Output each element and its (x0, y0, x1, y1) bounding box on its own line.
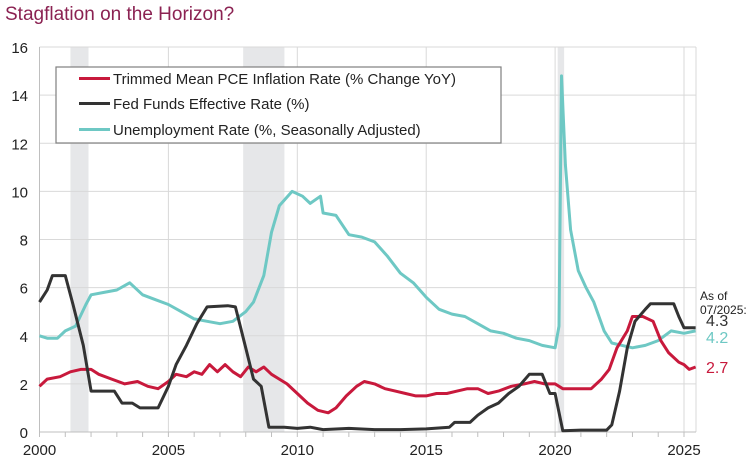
y-tick-label: 0 (20, 425, 28, 442)
legend-box (55, 66, 502, 144)
series-line-fed-funds (38, 274, 696, 433)
y-tick-label: 10 (11, 184, 28, 201)
legend-item-inflation: Trimmed Mean PCE Inflation Rate (% Chang… (79, 71, 456, 88)
y-tick-label: 14 (11, 88, 28, 105)
as-of-label-line1: As of (700, 289, 728, 303)
x-tick-label: 2010 (281, 442, 314, 459)
legend-item-fed-funds: Fed Funds Effective Rate (%) (79, 96, 309, 113)
legend-label-inflation: Trimmed Mean PCE Inflation Rate (% Chang… (113, 71, 456, 88)
latest-value-unemployment: 4.2 (706, 330, 728, 347)
x-tick-label: 2020 (538, 442, 571, 459)
y-tick-label: 12 (11, 136, 28, 153)
as-of-label-line2: 07/2025: (700, 303, 747, 317)
chart-title: Stagflation on the Horizon? (5, 4, 235, 25)
legend-item-unemployment: Unemployment Rate (%, Seasonally Adjuste… (79, 122, 421, 139)
y-tick-label: 6 (20, 281, 28, 298)
latest-value-inflation: 2.7 (706, 360, 728, 377)
y-tick-label: 2 (20, 377, 28, 394)
y-tick-label: 16 (11, 40, 28, 57)
x-tick-label: 2015 (410, 442, 443, 459)
x-tick-label: 2005 (152, 442, 185, 459)
series-line-unemployment (39, 74, 696, 350)
legend: Trimmed Mean PCE Inflation Rate (% Chang… (55, 66, 502, 144)
series-lines (38, 74, 697, 433)
axes: 0 2 4 6 8 10 12 14 16 2000 2005 2010 2015 2020 2025 (11, 40, 700, 459)
latest-value-fed-funds: 4.3 (706, 313, 728, 330)
legend-label-fed-funds: Fed Funds Effective Rate (%) (113, 96, 309, 113)
y-tick-label: 4 (20, 329, 28, 346)
latest-values-annotation: As of 07/2025: 4.3 4.2 2.7 (700, 289, 747, 377)
x-tick-label: 2000 (23, 442, 56, 459)
legend-label-unemployment: Unemployment Rate (%, Seasonally Adjuste… (113, 122, 421, 139)
x-tick-label: 2025 (667, 442, 700, 459)
y-tick-label: 8 (20, 233, 28, 250)
series-line-inflation (38, 315, 697, 415)
